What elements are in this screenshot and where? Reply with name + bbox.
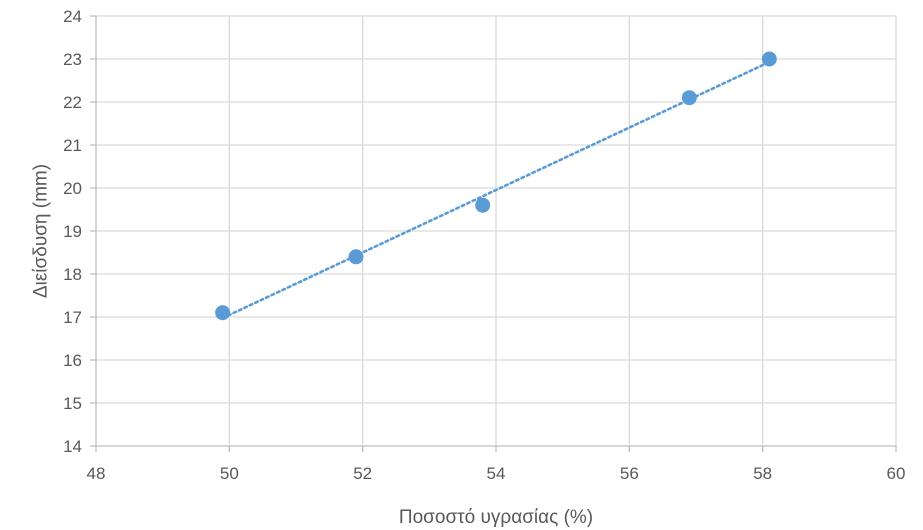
y-tick-label: 16 [63, 351, 82, 370]
y-tick-labels: 14 15 16 17 18 19 20 21 22 23 24 [63, 7, 82, 456]
x-axis-title: Ποσοστό υγρασίας (%) [399, 507, 593, 528]
x-tick-label: 50 [220, 464, 239, 483]
x-tick-label: 56 [620, 464, 639, 483]
y-tick-label: 18 [63, 265, 82, 284]
y-tick-label: 21 [63, 136, 82, 155]
y-tick-label: 22 [63, 93, 82, 112]
x-tick-label: 54 [487, 464, 506, 483]
data-points [215, 51, 777, 321]
data-point [475, 197, 491, 213]
data-point [681, 90, 697, 106]
x-tick-label: 48 [87, 464, 106, 483]
trendline [221, 60, 771, 320]
x-tick-labels: 48 50 52 54 56 58 60 [87, 464, 906, 483]
x-tick-label: 58 [753, 464, 772, 483]
y-tick-label: 19 [63, 222, 82, 241]
y-tick-label: 24 [63, 7, 82, 26]
y-tick-label: 15 [63, 394, 82, 413]
y-tick-label: 17 [63, 308, 82, 327]
data-point [215, 305, 231, 321]
horizontal-gridlines [96, 15, 896, 404]
data-point [761, 51, 777, 67]
axes [90, 15, 897, 452]
y-tick-label: 23 [63, 50, 82, 69]
x-tick-label: 60 [887, 464, 906, 483]
trendline-path [221, 60, 771, 320]
data-point [348, 249, 364, 265]
x-tick-label: 52 [353, 464, 372, 483]
y-tick-label: 20 [63, 179, 82, 198]
y-axis-title: Διείσδυση (mm) [31, 164, 52, 298]
y-tick-label: 14 [63, 437, 82, 456]
